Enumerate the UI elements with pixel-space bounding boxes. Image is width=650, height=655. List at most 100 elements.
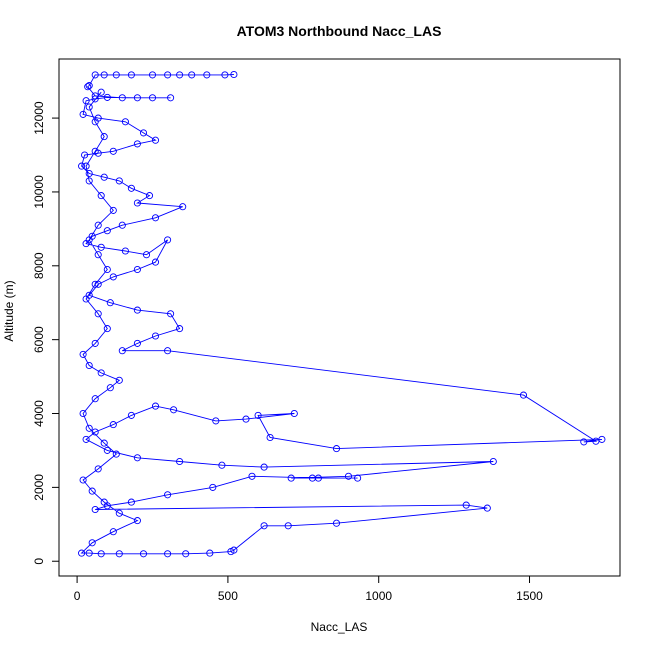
data-point [164,550,172,558]
data-point [100,498,108,506]
data-point [85,103,93,111]
data-point [115,177,123,185]
data-point [221,71,229,79]
x-tick-label: 1000 [365,589,392,603]
data-point [118,347,126,355]
data-point [91,280,99,288]
x-axis-label: Nacc_LAS [311,620,368,634]
y-tick-label: 12000 [32,101,46,135]
data-point [248,472,256,480]
data-point [227,548,235,556]
data-point [344,472,353,480]
data-point [109,206,117,214]
data-point [82,435,90,443]
data-point [84,83,92,91]
y-tick-label: 2000 [32,474,46,501]
data-point [97,243,105,251]
data-point [242,415,250,423]
data-point [91,92,99,100]
y-axis: 0 2000 4000 6000 8000 10000 12000 [32,101,60,565]
data-point [78,549,86,557]
data-point [94,221,102,229]
data-point [79,110,87,118]
data-point [112,71,120,79]
data-point [82,162,90,170]
data-point [598,435,606,443]
data-point [82,295,90,303]
data-point [483,504,491,512]
data-point [103,325,111,333]
data-point [133,265,141,274]
data-point [139,129,148,137]
data-point [115,509,123,517]
data-point [106,299,114,307]
data-point [127,498,135,506]
data-point [148,94,157,102]
data-point [176,71,184,79]
data-point [115,376,123,384]
data-point [94,465,102,473]
data-point [182,550,190,558]
data-point [260,463,268,471]
data-point [100,439,108,447]
data-point [127,71,135,79]
data-point [103,446,111,454]
series-layer [78,70,606,558]
y-tick-label: 0 [32,558,46,565]
data-point [109,421,117,429]
data-point [287,474,295,482]
y-axis-label: Altitude (m) [2,280,16,341]
data-point [167,310,175,318]
data-point [519,391,528,399]
data-point [332,519,341,527]
data-point [212,417,220,425]
data-point [97,369,105,377]
data-point [100,133,108,141]
data-point [489,457,497,466]
x-tick-label: 500 [218,589,238,603]
data-point [103,265,111,274]
data-point [462,501,470,509]
chart-title: ATOM3 Northbound Nacc_LAS [237,23,442,39]
data-point [79,476,87,484]
data-point [85,549,93,557]
data-point [266,433,274,442]
y-tick-label: 4000 [32,400,46,427]
data-point [260,522,268,530]
data-point [164,236,172,244]
data-point [164,71,172,79]
data-point [151,402,160,410]
data-point [164,491,172,499]
data-point [97,192,105,200]
data-point [127,411,135,419]
data-point [91,118,99,126]
data-point [139,550,148,558]
data-point [354,474,362,482]
data-point [109,273,117,281]
y-tick-label: 6000 [32,326,46,353]
data-point [91,428,99,436]
data-point [133,517,141,525]
data-point [79,350,87,358]
data-point [188,71,196,79]
data-point [290,409,298,418]
data-point [151,258,160,266]
data-point [133,339,141,347]
data-point [121,247,129,255]
data-point [203,71,211,79]
data-point [115,550,123,558]
data-point [314,474,322,482]
data-point [145,192,154,200]
data-point [109,528,117,536]
data-point [254,411,262,419]
data-point [91,71,99,79]
data-point [580,438,588,446]
data-point [176,457,184,466]
data-point [284,522,292,530]
x-axis: 0 500 1000 1500 [74,575,543,603]
data-point [85,177,93,185]
data-point [85,424,93,432]
data-point [94,310,102,318]
